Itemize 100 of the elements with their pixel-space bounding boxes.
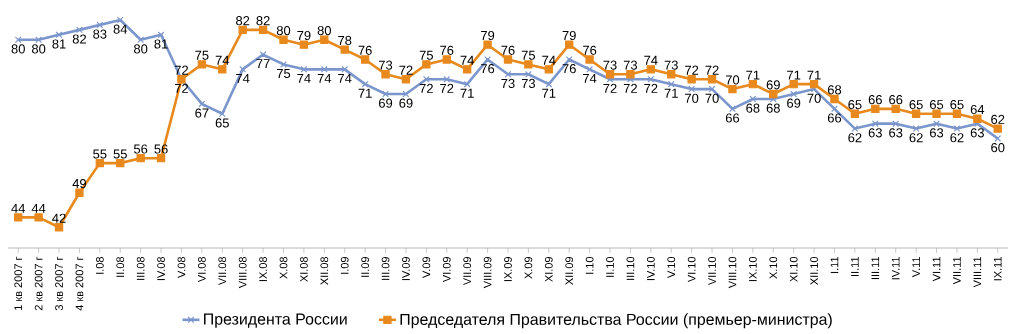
data-label: 66: [725, 113, 740, 123]
x-tick-label: IX.09: [504, 257, 512, 282]
data-label: 77: [256, 59, 270, 69]
x-tick-label: III.08: [136, 256, 145, 280]
x-tick-label: VIII.08: [238, 256, 247, 289]
x-tick-label: VI.10: [687, 256, 696, 283]
data-label: 67: [195, 108, 209, 118]
data-label: 73: [603, 60, 617, 70]
data-label: 79: [481, 30, 495, 41]
data-label: 66: [868, 95, 882, 105]
data-label: 69: [766, 80, 780, 90]
x-tick-label: X.09: [524, 257, 533, 279]
data-label: 75: [419, 50, 433, 60]
data-label: 65: [929, 100, 944, 110]
data-label: 68: [766, 103, 780, 113]
data-label: 71: [460, 88, 474, 98]
data-label: 74: [542, 55, 556, 65]
x-tick-label: III.09: [381, 257, 390, 280]
data-label: 63: [889, 128, 903, 138]
x-tick-label: V.09: [422, 257, 431, 278]
data-label: 72: [685, 65, 699, 75]
data-label: 55: [113, 149, 127, 159]
data-label: 76: [501, 45, 515, 55]
data-label: 71: [807, 70, 821, 80]
data-label: 79: [297, 30, 311, 41]
data-label: 71: [746, 70, 760, 80]
data-label: 75: [276, 69, 291, 79]
x-tick-label: IV.08: [157, 256, 165, 281]
data-label: 82: [236, 16, 250, 26]
data-label: 70: [725, 75, 740, 85]
data-label: 80: [276, 25, 291, 36]
data-label: 75: [195, 50, 209, 60]
data-label: 70: [685, 93, 699, 103]
data-label: 72: [399, 65, 413, 75]
data-label: 80: [31, 44, 46, 54]
x-tick-label: II.09: [361, 257, 370, 277]
data-label: 71: [358, 88, 372, 98]
data-label: 73: [379, 60, 393, 70]
x-tick-label: II.11: [851, 257, 859, 276]
data-label: 44: [31, 203, 46, 213]
x-tick-label: IV.10: [646, 256, 655, 281]
x-tick-label: I.10: [585, 256, 594, 274]
data-label: 72: [419, 83, 433, 93]
data-label: 76: [583, 45, 597, 55]
data-label: 68: [827, 85, 842, 95]
data-label: 79: [562, 30, 576, 41]
x-tick-label: V.10: [667, 256, 676, 278]
data-label: 63: [929, 128, 944, 138]
legend-label: Президента России: [204, 313, 347, 328]
data-label: 63: [970, 128, 984, 138]
x-tick-label: XI.09: [544, 257, 553, 282]
data-label: 80: [317, 25, 332, 36]
data-label: 74: [583, 73, 597, 83]
data-label: 74: [297, 73, 311, 83]
x-tick-label: II.08: [116, 256, 125, 277]
data-label: 84: [113, 24, 128, 34]
x-tick-label: I.08: [95, 256, 104, 274]
data-label: 62: [848, 133, 862, 143]
x-tick-label: IX.10: [748, 256, 757, 282]
data-label: 73: [501, 78, 515, 89]
x-tick-label: IX.11: [993, 257, 1002, 281]
data-label: 74: [460, 55, 474, 65]
x-tick-label: VI.08: [198, 256, 206, 283]
data-label: 65: [909, 100, 923, 110]
x-tick-label: III.11: [871, 257, 880, 280]
data-label: 71: [542, 88, 556, 98]
legend-label: Председателя Правительства России (премьер-министра): [400, 313, 832, 329]
x-tick-label: 2 кв 2007 г: [34, 256, 43, 311]
x-tick-label: III.10: [626, 256, 635, 280]
data-label: 74: [338, 73, 352, 83]
data-label: 73: [521, 78, 536, 89]
data-label: 72: [705, 65, 719, 75]
data-label: 62: [991, 114, 1005, 124]
x-tick-label: V.11: [912, 257, 920, 278]
data-label: 73: [623, 60, 638, 70]
data-label: 66: [889, 95, 903, 105]
data-label: 68: [746, 103, 760, 113]
data-label: 71: [787, 70, 801, 80]
x-tick-label: II.10: [606, 256, 614, 277]
x-tick-label: VIII.09: [483, 257, 492, 289]
data-label: 83: [93, 29, 107, 39]
x-tick-label: IV.11: [891, 257, 900, 280]
data-label: 69: [787, 98, 801, 108]
data-label: 75: [521, 50, 536, 60]
x-tick-label: 3 кв 2007 г: [55, 256, 63, 311]
x-tick-label: VII.09: [463, 257, 472, 286]
data-label: 72: [174, 65, 189, 75]
x-tick-label: VIII.11: [973, 257, 982, 288]
data-label: 70: [705, 93, 719, 103]
data-label: 72: [603, 83, 617, 93]
data-label: 72: [623, 83, 637, 93]
x-tick-label: X.10: [769, 256, 778, 279]
x-tick-label: VII.11: [953, 257, 961, 285]
data-label: 66: [827, 113, 842, 123]
data-label: 63: [868, 128, 882, 138]
x-tick-label: X.08: [279, 256, 288, 279]
data-label: 56: [133, 144, 148, 154]
data-label: 74: [644, 55, 658, 65]
x-tick-label: XI.10: [789, 256, 798, 282]
data-label: 69: [378, 98, 393, 108]
